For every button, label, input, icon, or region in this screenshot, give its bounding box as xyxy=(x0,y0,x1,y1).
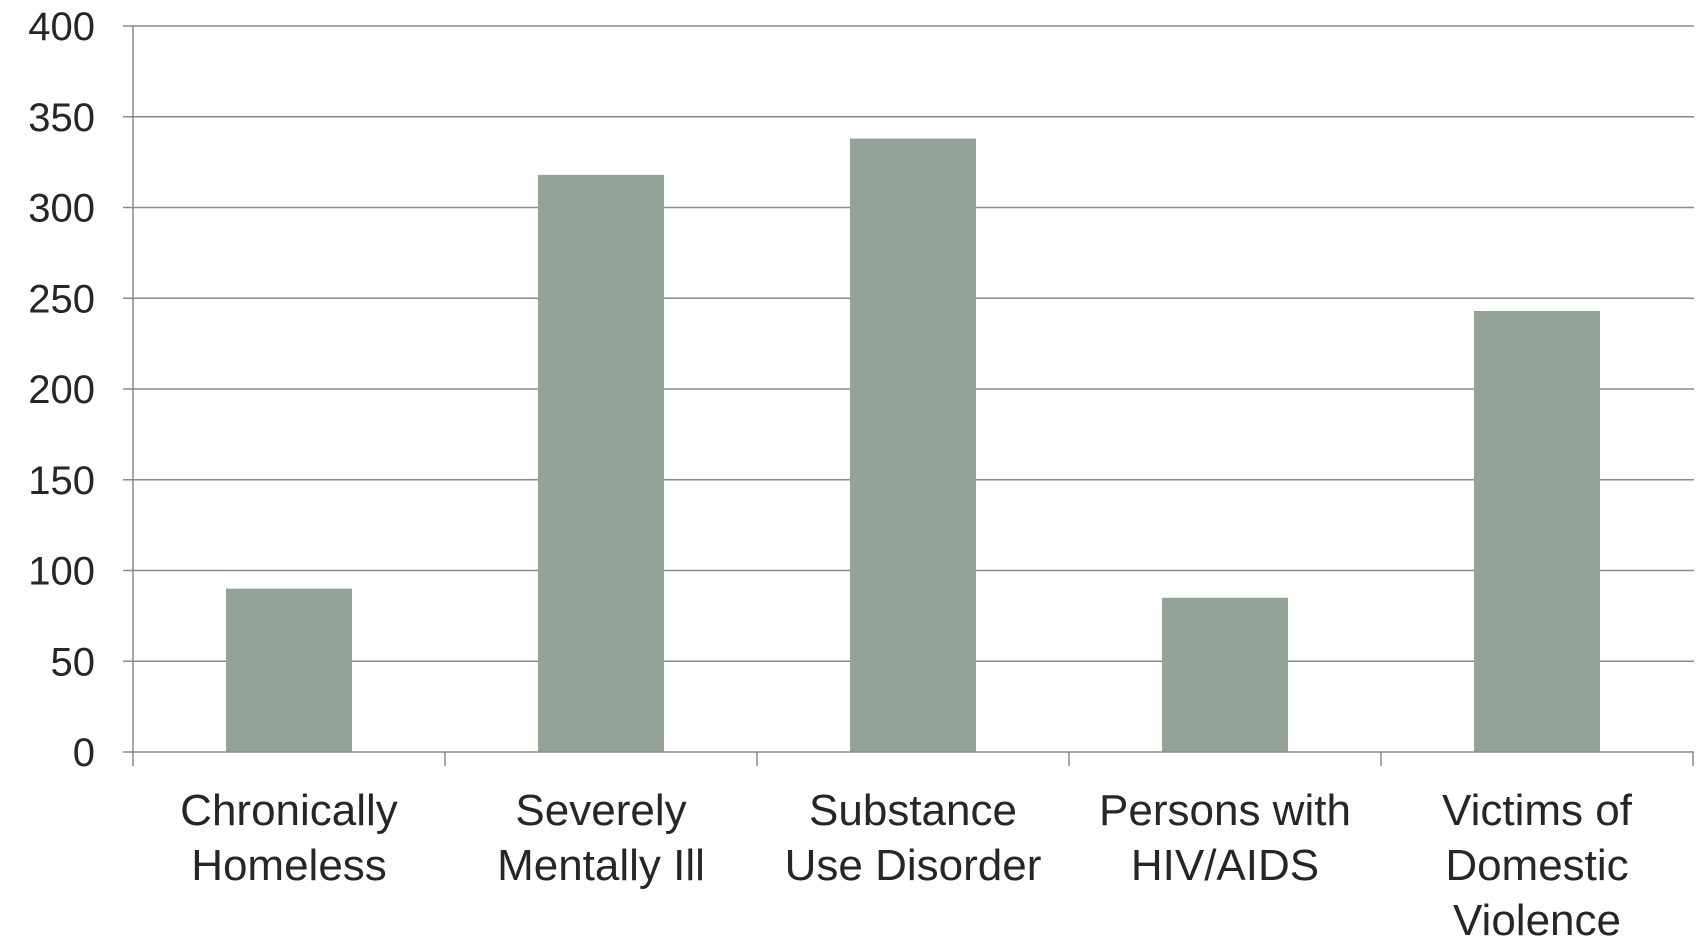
bar xyxy=(1474,310,1600,752)
y-tick-label: 100 xyxy=(28,550,95,594)
x-category-label: Substance Use Disorder xyxy=(785,786,1042,890)
y-tick-label: 350 xyxy=(28,96,95,140)
bar xyxy=(850,138,976,752)
x-category-label-line: Use Disorder xyxy=(785,841,1042,890)
x-category-label-line: Domestic xyxy=(1445,841,1628,890)
x-category-label-line: Victims of xyxy=(1442,786,1633,835)
y-tick-label: 250 xyxy=(28,277,95,321)
x-category-label-line: Substance xyxy=(809,786,1017,835)
x-category-label-line: HIV/AIDS xyxy=(1131,841,1319,890)
y-tick-label: 200 xyxy=(28,368,95,412)
y-tick-label: 0 xyxy=(73,731,95,775)
bar xyxy=(538,174,664,752)
y-tick-label: 150 xyxy=(28,459,95,503)
x-category-label: Persons with HIV/AIDS xyxy=(1099,786,1351,890)
x-category-label: Chronically Homeless xyxy=(180,786,398,890)
x-category-label-line: Chronically xyxy=(180,786,398,835)
x-category-label-line: Severely xyxy=(515,786,686,835)
y-tick-label: 300 xyxy=(28,187,95,231)
bar xyxy=(1162,597,1288,752)
y-tick-label: 50 xyxy=(51,640,96,684)
y-tick-label: 400 xyxy=(28,5,95,49)
bars xyxy=(226,138,1600,752)
x-category-label: Victims of Domestic Violence xyxy=(1442,786,1633,940)
y-axis-tick-labels: 0 50 100 150 200 250 300 350 400 xyxy=(28,5,95,775)
x-category-label-line: Persons with xyxy=(1099,786,1351,835)
bar xyxy=(226,588,352,752)
x-category-label-line: Violence xyxy=(1453,896,1621,940)
x-category-label: Severely Mentally Ill xyxy=(497,786,705,890)
axes xyxy=(123,25,1694,766)
x-category-label-line: Mentally Ill xyxy=(497,841,705,890)
x-category-label-line: Homeless xyxy=(191,841,387,890)
